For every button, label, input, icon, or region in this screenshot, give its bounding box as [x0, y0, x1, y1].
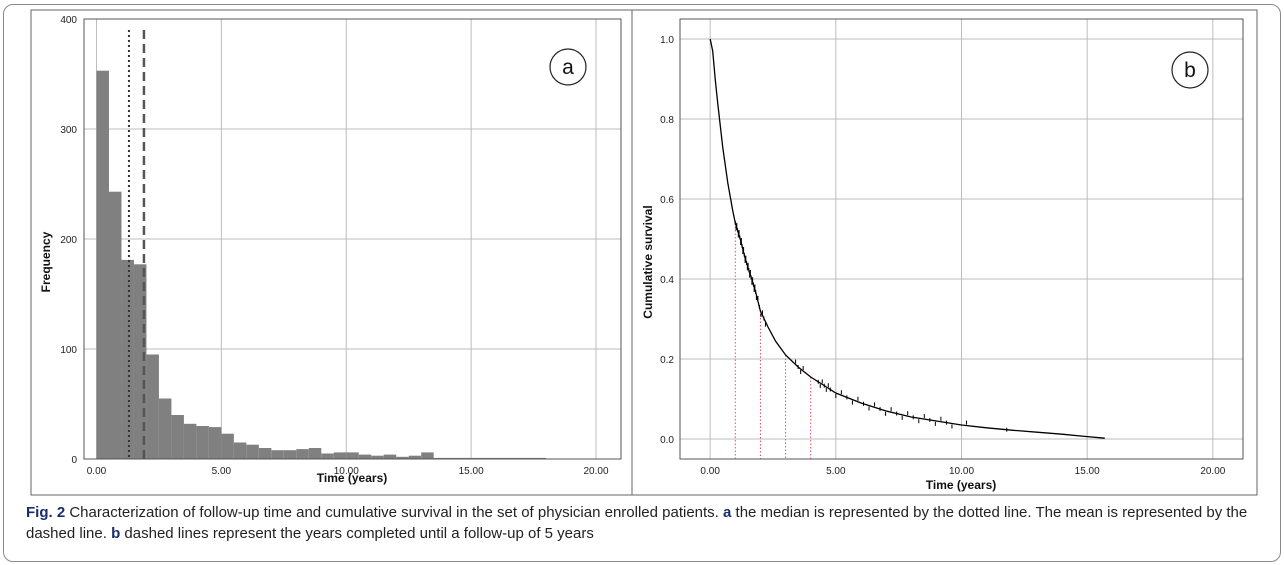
histogram-bar: [96, 70, 109, 459]
survival-x-axis-label: Time (years): [926, 478, 996, 492]
caption-b-marker: b: [111, 525, 121, 542]
histogram-bar: [446, 457, 459, 459]
histogram-bar: [233, 442, 247, 459]
panel-b-badge-label: b: [1184, 59, 1196, 82]
histogram-bar: [421, 452, 434, 459]
histogram-bar: [108, 191, 122, 459]
histogram-bar: [383, 454, 397, 459]
histogram-bar: [458, 457, 472, 459]
histogram-grid: [84, 18, 621, 460]
histogram-bar: [171, 415, 184, 459]
x-tick-label: 5.00: [212, 466, 232, 477]
histogram-bar: [296, 449, 309, 459]
histogram-bar: [283, 450, 297, 459]
histogram-bar: [396, 456, 409, 459]
caption-b-text: dashed lines represent the years complet…: [124, 525, 594, 542]
caption-a-text: the median is represented by the dotted …: [26, 504, 1248, 542]
x-tick-label: 20.00: [584, 466, 609, 477]
figure-frame: [3, 4, 1281, 562]
histogram-bar: [433, 457, 447, 459]
x-tick-label: 15.00: [1075, 466, 1100, 477]
histogram-bar: [371, 455, 384, 459]
survival-y-ticks: 0.0 0.2 0.4 0.6 0.8 1.0: [660, 35, 674, 446]
y-tick-label: 0: [71, 455, 77, 466]
histogram-panel: 0.00 5.00 10.00 15.00 20.00 0 100 200 300 400 Ti…: [39, 15, 622, 485]
histogram-bar: [471, 457, 484, 459]
histogram-stat-lines: [127, 30, 146, 459]
histogram-x-ticks: 0.00 5.00 10.00 15.00 20.00: [87, 466, 609, 477]
histogram-bar: [271, 450, 284, 459]
histogram-bar: [196, 426, 209, 459]
histogram-x-axis-label: Time (years): [317, 471, 387, 485]
y-tick-label: 300: [60, 125, 77, 136]
histogram-bar: [308, 448, 322, 459]
histogram-bar: [221, 433, 234, 459]
x-tick-label: 10.00: [334, 466, 359, 477]
survival-curve: [709, 38, 1105, 439]
panel-b-border: [631, 9, 1258, 496]
histogram-bar: [533, 457, 547, 459]
x-tick-label: 15.00: [459, 466, 484, 477]
y-tick-label: 0.0: [660, 435, 674, 446]
x-tick-label: 10.00: [949, 466, 974, 477]
histogram-y-axis-label: Frequency: [39, 231, 53, 292]
histogram-bar: [258, 448, 272, 459]
x-tick-label: 5.00: [826, 466, 846, 477]
histogram-bar: [508, 457, 522, 459]
caption-a-marker: a: [723, 504, 732, 521]
survival-reference-lines: [734, 223, 812, 459]
histogram-bar: [521, 457, 534, 459]
caption-figure-label: Fig. 2: [26, 504, 66, 521]
histogram-bar: [121, 259, 134, 459]
y-tick-label: 1.0: [660, 35, 674, 46]
survival-grid: [680, 19, 1243, 459]
histogram-bar: [321, 453, 334, 459]
y-tick-label: 0.6: [660, 195, 674, 206]
panel-b-badge: [1171, 51, 1209, 89]
y-tick-label: 0.8: [660, 115, 674, 126]
caption-main-text: Characterization of follow-up time and c…: [69, 504, 719, 521]
survival-censor-marks: [734, 221, 1008, 432]
histogram-bar: [408, 455, 422, 459]
y-tick-label: 400: [60, 15, 77, 26]
x-tick-label: 0.00: [87, 466, 107, 477]
histogram-bar: [496, 457, 509, 459]
histogram-bar: [246, 444, 259, 459]
panel-a-badge: [549, 48, 587, 86]
y-tick-label: 0.4: [660, 275, 674, 286]
histogram-bar: [208, 427, 222, 459]
histogram-bar: [358, 454, 372, 459]
figure-caption: Fig. 2 Characterization of follow-up tim…: [26, 502, 1266, 544]
survival-x-ticks: 0.00 5.00 10.00 15.00 20.00: [700, 466, 1225, 477]
histogram-bar: [333, 452, 347, 459]
x-tick-label: 0.00: [700, 466, 720, 477]
histogram-y-ticks: 0 100 200 300 400: [60, 15, 77, 466]
histogram-bar: [483, 457, 497, 459]
histogram-plot-frame: [83, 18, 622, 460]
y-tick-label: 100: [60, 345, 77, 356]
y-tick-label: 200: [60, 235, 77, 246]
survival-plot-frame: [679, 18, 1244, 460]
survival-y-axis-label: Cumulative survival: [641, 205, 655, 318]
y-tick-label: 0.2: [660, 355, 674, 366]
x-tick-label: 20.00: [1200, 466, 1225, 477]
panel-a-badge-label: a: [562, 56, 574, 79]
histogram-bar: [146, 354, 159, 459]
histogram-bar: [346, 452, 359, 459]
survival-panel: 0.00 5.00 10.00 15.00 20.00 0.0 0.2 0.4 0.6 0.8 1…: [641, 18, 1244, 492]
histogram-bar: [183, 423, 197, 459]
histogram-bar: [158, 398, 172, 459]
